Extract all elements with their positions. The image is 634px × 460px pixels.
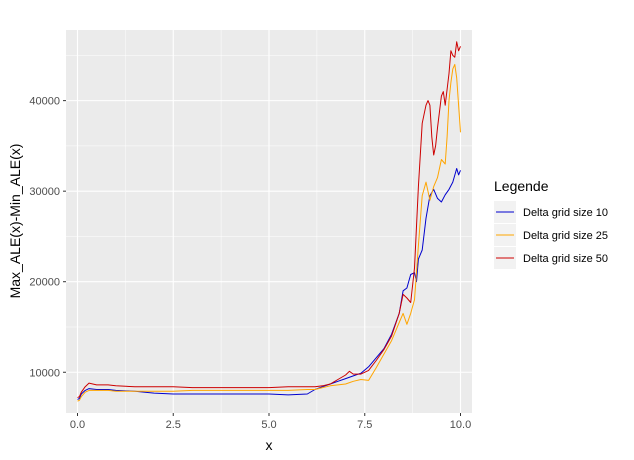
x-tick-label: 0.0 — [70, 419, 85, 431]
legend: Legende Delta grid size 10 Delta grid si… — [494, 178, 608, 269]
y-tick-label: 20000 — [29, 277, 60, 289]
y-tick-label: 10000 — [29, 367, 60, 379]
x-tick-label: 10.0 — [450, 419, 471, 431]
legend-title: Legende — [494, 178, 549, 194]
series-lines — [77, 41, 461, 402]
y-axis-ticks: 10000 20000 30000 40000 — [29, 96, 66, 379]
x-axis-ticks: 0.0 2.5 5.0 7.5 10.0 — [70, 413, 471, 431]
x-tick-label: 5.0 — [261, 419, 276, 431]
series-line-3 — [77, 41, 461, 399]
y-tick-label: 30000 — [29, 186, 60, 198]
x-axis-title: x — [266, 437, 273, 453]
legend-label: Delta grid size 50 — [523, 253, 608, 265]
y-axis-title: Max_ALE(x)-Min_ALE(x) — [7, 144, 23, 299]
x-tick-label: 2.5 — [166, 419, 181, 431]
legend-label: Delta grid size 25 — [523, 230, 608, 242]
legend-label: Delta grid size 10 — [523, 207, 608, 219]
x-tick-label: 7.5 — [357, 419, 372, 431]
major-gridlines — [66, 30, 472, 413]
series-line-2 — [77, 63, 461, 402]
y-tick-label: 40000 — [29, 96, 60, 108]
